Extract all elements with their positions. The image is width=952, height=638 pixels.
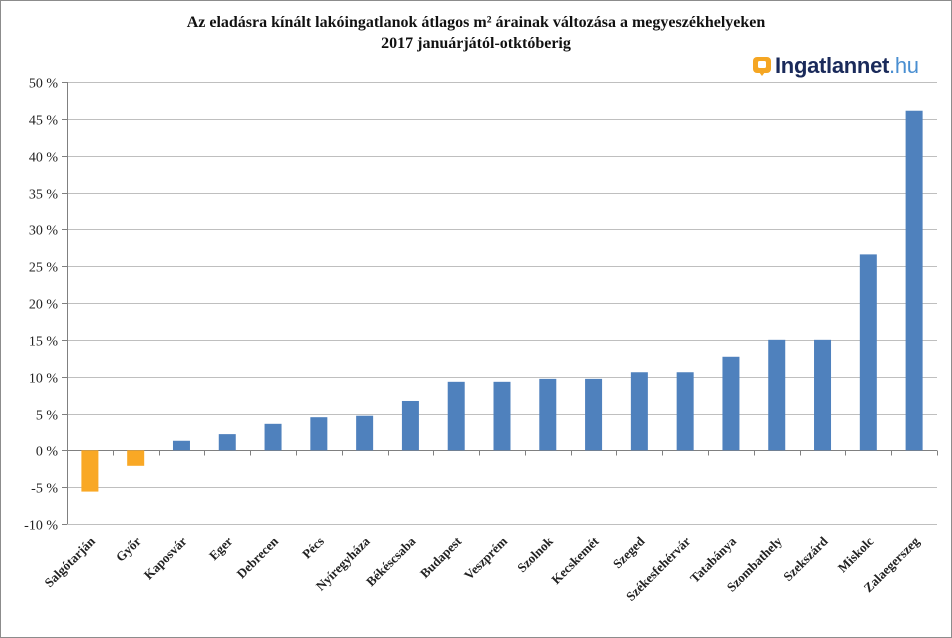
bar <box>676 372 694 451</box>
logo-name: Ingatlannet <box>775 53 890 78</box>
y-tick-label: 25 % <box>29 261 59 276</box>
bar <box>814 339 832 451</box>
logo-text: Ingatlannet.hu <box>775 53 919 79</box>
x-tick-label: Budapest <box>417 533 465 581</box>
y-tick-label: 45 % <box>29 114 59 129</box>
bar <box>447 381 465 451</box>
bar <box>218 434 236 451</box>
bar <box>81 450 99 492</box>
y-tick-label: 50 % <box>29 77 59 92</box>
logo-pin-icon <box>753 57 771 76</box>
x-tick-label: Salgótarján <box>41 533 98 590</box>
x-tick-label: Debrecen <box>233 533 281 581</box>
y-tick-label: 15 % <box>29 335 59 350</box>
bar <box>127 450 145 466</box>
bar <box>539 378 557 451</box>
x-tick-label: Kecskemét <box>548 533 602 587</box>
bar <box>722 356 740 451</box>
x-tick-label: Kaposvár <box>141 533 190 582</box>
ingatlannet-logo: Ingatlannet.hu <box>752 52 919 80</box>
y-tick-label: 30 % <box>29 224 59 239</box>
y-tick-label: 0 % <box>36 445 59 460</box>
y-tick-label: -10 % <box>24 519 58 534</box>
x-tick-label: Győr <box>113 533 144 564</box>
bar <box>630 372 648 451</box>
title-line-1: Az eladásra kínált lakóingatlanok átlago… <box>186 14 766 31</box>
bar <box>768 339 786 451</box>
bar <box>356 415 374 451</box>
bar <box>264 423 282 451</box>
bar <box>401 400 419 451</box>
y-tick-label: 20 % <box>29 298 59 313</box>
y-tick-label: 35 % <box>29 188 59 203</box>
x-tick-label: Szeged <box>610 533 648 571</box>
x-tick-label: Miskolc <box>835 533 877 575</box>
y-tick-label: 40 % <box>29 151 59 166</box>
x-tick-label: Szolnok <box>514 533 556 575</box>
bar <box>172 440 190 451</box>
logo-tld: .hu <box>889 53 919 78</box>
y-tick-label: 5 % <box>36 409 59 424</box>
bar <box>905 110 923 451</box>
x-tick-label: Pécs <box>299 534 327 562</box>
bar <box>585 378 603 451</box>
y-tick-label: 10 % <box>29 372 59 387</box>
bar <box>310 417 328 451</box>
y-tick-label: -5 % <box>31 482 58 497</box>
x-tick-label: Veszprém <box>461 533 510 582</box>
title-line-2: 2017 januárjától-otktóberig <box>381 35 571 52</box>
x-tick-label: Szekszárd <box>780 533 831 584</box>
chart-title: Az eladásra kínált lakóingatlanok átlago… <box>0 12 952 54</box>
bar <box>859 254 877 451</box>
x-tick-label: Békéscsaba <box>363 533 419 589</box>
x-tick-label: Eger <box>206 533 236 563</box>
bar <box>493 381 511 451</box>
